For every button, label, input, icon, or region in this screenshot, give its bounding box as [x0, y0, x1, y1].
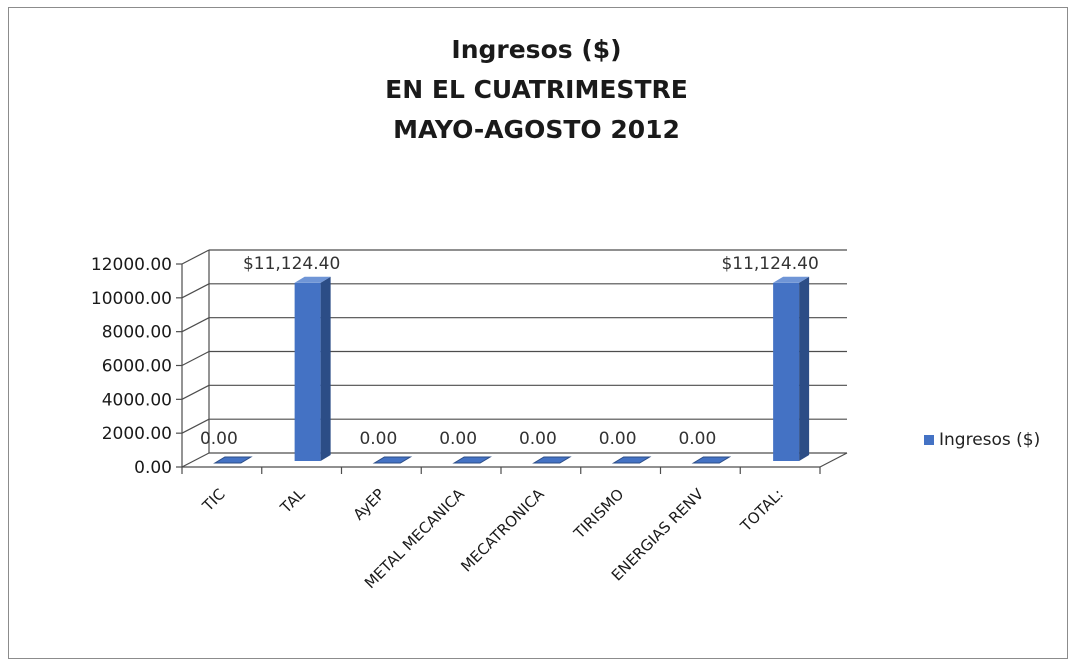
floor-right-edge	[819, 452, 848, 468]
y-tick-label: 12000.00	[91, 255, 172, 275]
gridline-connector	[181, 350, 210, 367]
x-tick-label: TAL	[276, 485, 309, 518]
bar-4	[532, 456, 572, 464]
data-label: 0.00	[519, 429, 557, 449]
x-tick-label: TIRISMO	[570, 485, 628, 543]
data-label: 0.00	[200, 429, 238, 449]
chart-title-line-2: EN EL CUATRIMESTRE	[385, 75, 688, 104]
gridline-connector	[181, 317, 210, 333]
data-label: $11,124.40	[243, 254, 340, 274]
legend-label: Ingresos ($)	[939, 430, 1041, 450]
data-label: 0.00	[678, 429, 716, 449]
bar-1-front	[294, 282, 321, 461]
x-tick-label: TIC	[198, 485, 228, 515]
chart-title-line-1: Ingresos ($)	[451, 35, 622, 64]
y-tick-label: 8000.00	[102, 323, 172, 343]
gridline-connector	[181, 384, 210, 400]
y-tick-label: 10000.00	[91, 289, 172, 309]
data-label: 0.00	[359, 429, 397, 449]
data-label: $11,124.40	[721, 254, 818, 274]
y-tick-label: 4000.00	[102, 390, 172, 410]
bar-1-side	[320, 276, 331, 461]
legend[interactable]: Ingresos ($)	[924, 430, 1040, 450]
bar-7-side	[799, 276, 810, 461]
x-tick-label: AyEP	[350, 485, 389, 524]
y-tick-label: 2000.00	[102, 424, 172, 444]
data-label: 0.00	[599, 429, 637, 449]
x-tick-label: MECATRONICA	[457, 485, 548, 576]
data-label: 0.00	[439, 429, 477, 449]
chart-title-line-3: MAYO-AGOSTO 2012	[393, 115, 680, 144]
chart-title: Ingresos ($) EN EL CUATRIMESTRE MAYO-AGO…	[0, 30, 1073, 150]
chart-frame	[8, 7, 1068, 659]
gridline-connector	[181, 418, 210, 434]
bar-6	[691, 456, 732, 464]
bar-1-top	[294, 276, 331, 283]
bar-0	[213, 456, 253, 464]
gridline-connector	[181, 249, 210, 265]
gridline-connector	[181, 283, 210, 299]
gridline-connector	[181, 452, 210, 468]
bar-5	[611, 456, 652, 464]
bar-7-front	[773, 282, 800, 461]
bar-7-top	[773, 276, 810, 283]
bar-3	[452, 456, 492, 464]
legend-swatch	[924, 435, 934, 445]
bar-2	[372, 456, 413, 464]
y-tick-label: 6000.00	[102, 357, 172, 377]
x-tick-label: TOTAL:	[736, 485, 787, 536]
y-tick-label: 0.00	[134, 458, 172, 478]
